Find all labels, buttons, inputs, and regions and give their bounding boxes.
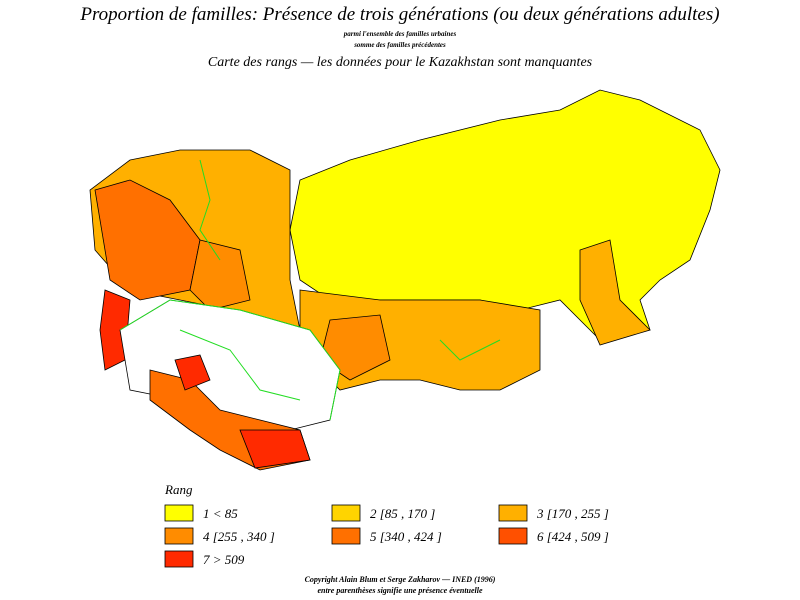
region [579, 239, 651, 346]
legend-swatch [331, 527, 361, 545]
legend-label: 7 > 509 [203, 552, 245, 567]
legend-swatch [331, 504, 361, 522]
footer: Copyright Alain Blum et Serge Zakharov —… [305, 575, 496, 584]
region [99, 289, 131, 371]
title: Proportion de familles: Présence de troi… [79, 4, 719, 25]
legend-label: 1 < 85 [203, 506, 238, 521]
legend-swatch [498, 527, 528, 545]
map [89, 89, 721, 471]
subtitle: somme des familles précédentes [353, 41, 446, 49]
footer: entre parenthèses signifie une présence … [317, 586, 483, 595]
legend-swatch [164, 504, 194, 522]
subtitle: parmi l'ensemble des familles urbaines [343, 30, 457, 38]
legend-label: 4 [255 , 340 ] [203, 529, 275, 544]
border [439, 339, 501, 361]
region [239, 429, 311, 469]
region [174, 354, 211, 391]
legend-title: Rang [164, 482, 193, 497]
legend-swatch [164, 527, 194, 545]
legend-label: 5 [340 , 424 ] [370, 529, 442, 544]
legend-label: 6 [424 , 509 ] [537, 529, 609, 544]
legend: 1 < 85 2 [85 , 170 ] 3 [170 , 255 ] 4 [255 … [164, 504, 609, 568]
border [199, 159, 221, 261]
border [119, 299, 341, 421]
legend-label: 3 [170 , 255 ] [536, 506, 609, 521]
subtitle: Carte des rangs — les données pour le Ka… [208, 55, 593, 70]
border [179, 329, 301, 401]
legend-label: 2 [85 , 170 ] [370, 506, 435, 521]
legend-swatch [498, 504, 528, 522]
region [189, 239, 251, 311]
legend-swatch [164, 550, 194, 568]
